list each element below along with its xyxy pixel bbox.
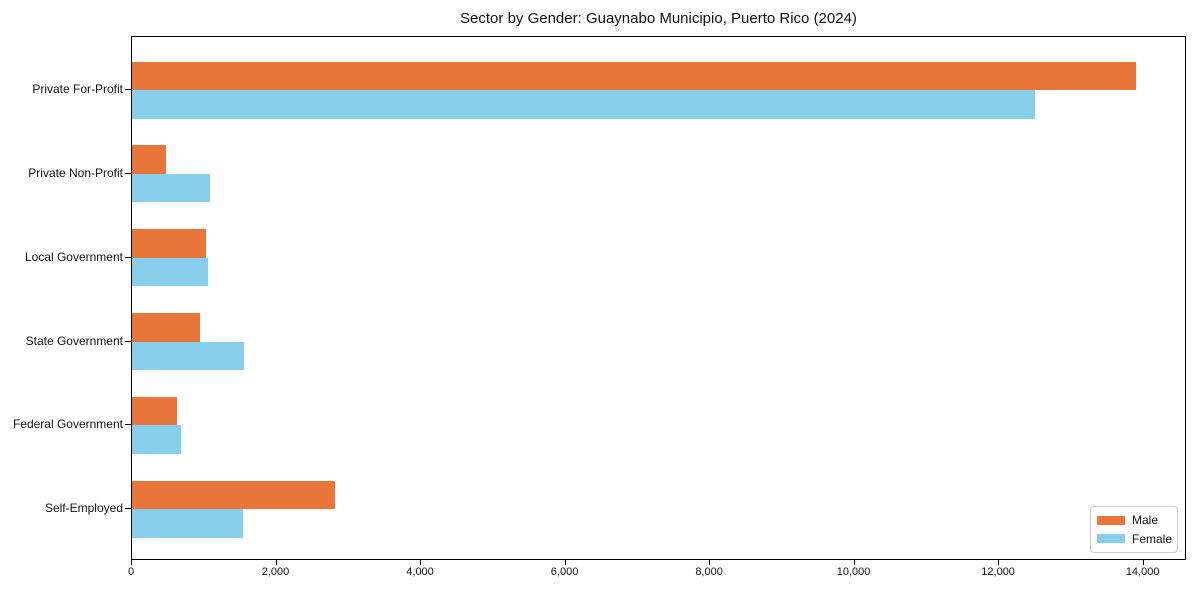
- y-axis-label-private-non-profit: Private Non-Profit: [28, 165, 123, 180]
- x-tick-0: [131, 560, 132, 565]
- x-tick-14000: [1142, 560, 1144, 565]
- legend-swatch-female: [1097, 534, 1125, 544]
- y-axis-label-local-government: Local Government: [24, 249, 123, 264]
- bar-female-private-non-profit: [132, 173, 210, 203]
- x-tick-label-10000: 10,000: [836, 566, 871, 578]
- bar-male-self-employed: [132, 480, 336, 510]
- legend-swatch-male: [1097, 515, 1125, 525]
- x-tick-2000: [275, 560, 277, 565]
- legend-label-female: Female: [1132, 531, 1173, 546]
- bar-female-self-employed: [132, 509, 244, 538]
- y-tick-state-government: [125, 340, 131, 342]
- bar-male-private-non-profit: [132, 145, 167, 174]
- x-tick-label-8000: 8,000: [695, 566, 723, 578]
- x-tick-label-2000: 2,000: [261, 566, 290, 578]
- x-tick-label-4000: 4,000: [406, 566, 434, 578]
- bar-male-federal-government: [132, 396, 177, 426]
- y-tick-self-employed: [125, 508, 131, 510]
- bar-male-private-for-profit: [132, 61, 1137, 90]
- y-tick-local-government: [125, 256, 131, 258]
- bar-female-local-government: [132, 257, 208, 287]
- legend: Male Female: [1090, 506, 1178, 553]
- y-axis-label-federal-government: Federal Government: [12, 417, 123, 432]
- bar-female-federal-government: [132, 425, 182, 454]
- x-tick-6000: [564, 560, 566, 565]
- x-tick-label-0: 0: [127, 566, 135, 578]
- bar-male-state-government: [132, 313, 200, 342]
- plot-area: [131, 36, 1186, 560]
- x-tick-label-14000: 14,000: [1125, 566, 1160, 578]
- legend-item-male: Male: [1097, 513, 1171, 527]
- y-tick-federal-government: [125, 424, 131, 426]
- legend-label-male: Male: [1132, 513, 1159, 528]
- y-axis-label-private-for-profit: Private For-Profit: [32, 82, 123, 96]
- x-tick-4000: [420, 560, 422, 565]
- x-tick-10000: [853, 560, 855, 565]
- chart-title: Sector by Gender: Guaynabo Municipio, Pu…: [460, 10, 857, 27]
- bar-male-local-government: [132, 229, 206, 258]
- x-tick-12000: [998, 560, 1000, 565]
- y-axis-label-state-government: State Government: [25, 333, 123, 348]
- bar-female-state-government: [132, 341, 244, 371]
- x-tick-label-6000: 6,000: [550, 566, 579, 578]
- x-tick-8000: [709, 560, 711, 565]
- y-axis-label-self-employed: Self-Employed: [44, 501, 123, 516]
- y-tick-private-for-profit: [125, 89, 131, 90]
- legend-item-female: Female: [1097, 531, 1173, 546]
- bar-female-private-for-profit: [132, 90, 1035, 119]
- x-tick-label-12000: 12,000: [981, 566, 1015, 578]
- y-tick-private-non-profit: [125, 172, 131, 174]
